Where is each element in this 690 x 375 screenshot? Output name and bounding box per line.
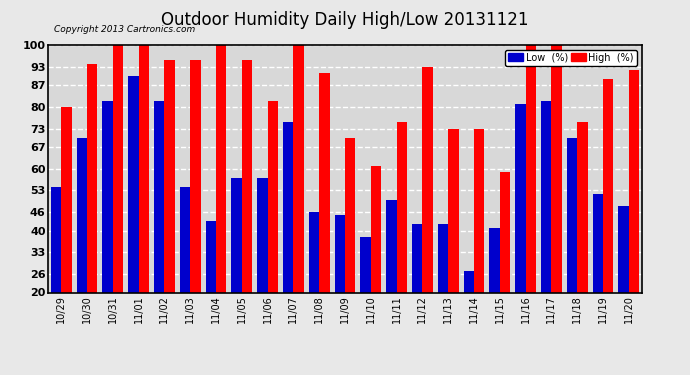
Bar bbox=[335, 215, 345, 354]
Bar bbox=[515, 104, 526, 354]
Bar bbox=[216, 45, 226, 354]
Bar bbox=[180, 188, 190, 354]
Bar bbox=[309, 212, 319, 354]
Bar bbox=[319, 73, 330, 354]
Bar bbox=[283, 122, 293, 354]
Bar bbox=[500, 172, 510, 354]
Bar bbox=[231, 178, 241, 354]
Bar bbox=[241, 60, 252, 354]
Bar bbox=[629, 70, 639, 354]
Bar bbox=[386, 200, 397, 354]
Bar bbox=[448, 129, 459, 354]
Bar bbox=[268, 101, 278, 354]
Bar bbox=[360, 237, 371, 354]
Bar bbox=[77, 138, 87, 354]
Bar bbox=[87, 63, 97, 354]
Bar bbox=[128, 76, 139, 354]
Bar bbox=[551, 45, 562, 354]
Bar bbox=[164, 60, 175, 354]
Bar bbox=[526, 45, 536, 354]
Bar bbox=[438, 224, 449, 354]
Bar bbox=[139, 45, 149, 354]
Bar bbox=[112, 45, 123, 354]
Bar bbox=[206, 221, 216, 354]
Text: Copyright 2013 Cartronics.com: Copyright 2013 Cartronics.com bbox=[55, 25, 195, 34]
Bar bbox=[61, 107, 72, 354]
Bar bbox=[103, 101, 112, 354]
Bar bbox=[578, 122, 587, 354]
Bar bbox=[541, 101, 551, 354]
Bar bbox=[412, 224, 422, 354]
Bar bbox=[190, 60, 201, 354]
Bar bbox=[293, 45, 304, 354]
Bar bbox=[371, 166, 381, 354]
Bar bbox=[257, 178, 268, 354]
Bar bbox=[593, 194, 603, 354]
Bar bbox=[567, 138, 578, 354]
Text: Outdoor Humidity Daily High/Low 20131121: Outdoor Humidity Daily High/Low 20131121 bbox=[161, 11, 529, 29]
Legend: Low  (%), High  (%): Low (%), High (%) bbox=[505, 50, 637, 66]
Bar bbox=[489, 228, 500, 354]
Bar bbox=[422, 67, 433, 354]
Bar bbox=[345, 138, 355, 354]
Bar bbox=[464, 271, 474, 354]
Bar bbox=[474, 129, 484, 354]
Bar bbox=[397, 122, 407, 354]
Bar bbox=[154, 101, 164, 354]
Bar bbox=[618, 206, 629, 354]
Bar bbox=[51, 188, 61, 354]
Bar bbox=[603, 79, 613, 354]
